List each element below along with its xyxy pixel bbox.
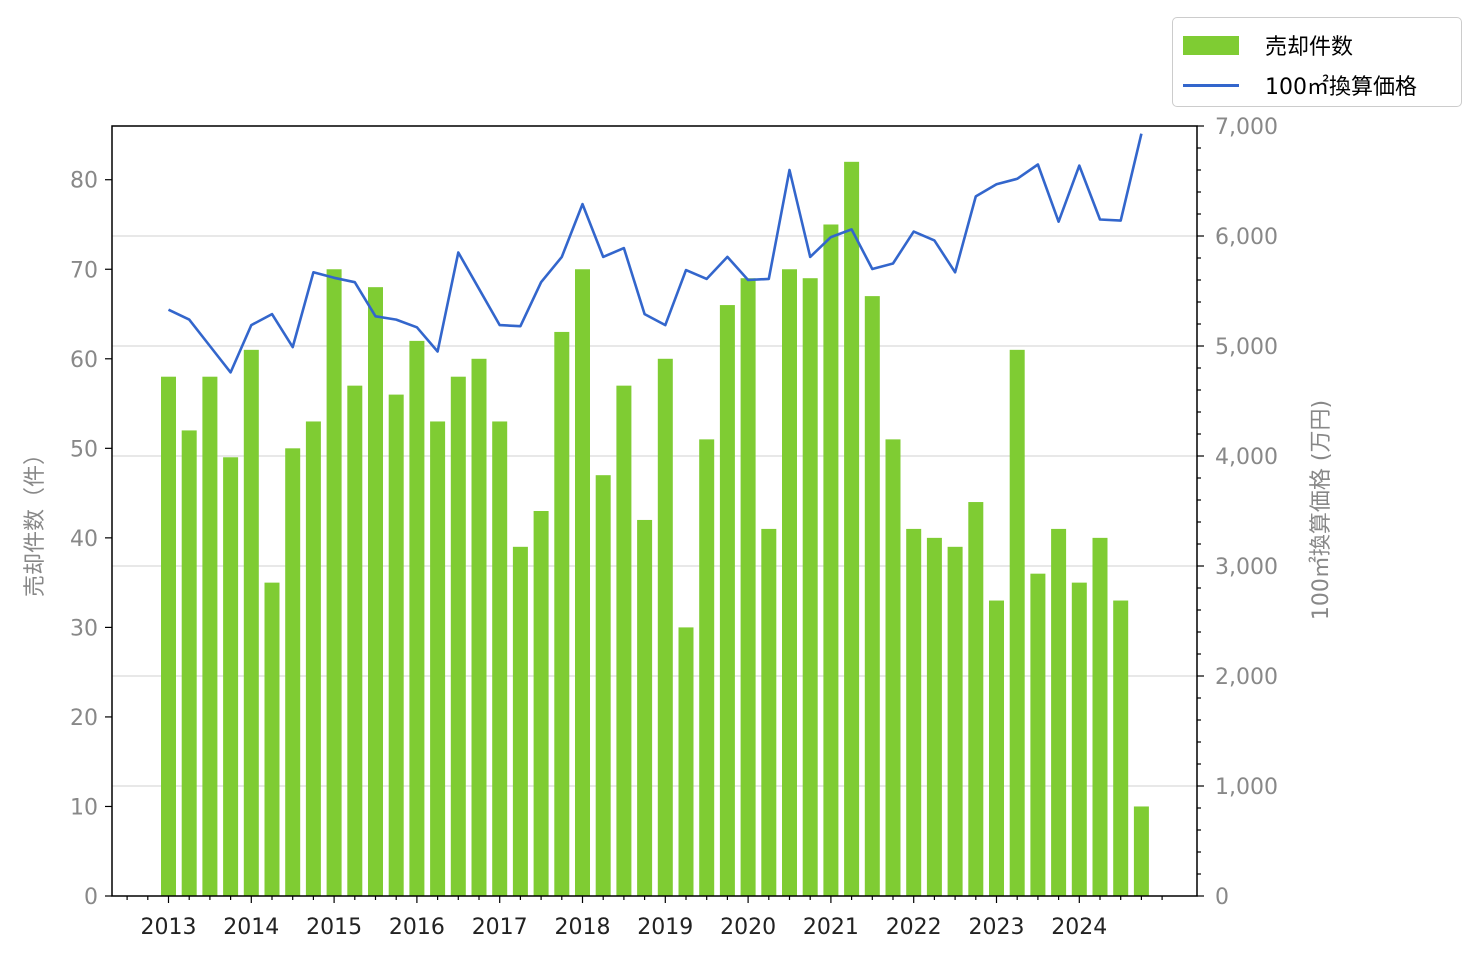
y-left-tick-label: 20 (70, 706, 98, 731)
bar (782, 269, 797, 896)
x-tick-label: 2014 (223, 915, 279, 940)
bar (223, 457, 239, 896)
line-series (167, 133, 1143, 374)
legend-item-line: 100㎡換算価格 (1183, 70, 1417, 100)
y-left-title: 売却件数（件） (23, 443, 48, 597)
bar (575, 269, 590, 896)
y-left-tick-label: 10 (70, 795, 98, 820)
y-right-tick-label: 2,000 (1215, 665, 1278, 690)
y-left-tick-label: 50 (70, 437, 98, 462)
bar (761, 528, 777, 896)
bar (1092, 537, 1108, 896)
bar (264, 582, 280, 896)
price-line (167, 133, 1143, 374)
bar (1113, 600, 1129, 896)
bar (1133, 806, 1149, 896)
bar (430, 421, 446, 896)
y-left-tick-label: 70 (70, 258, 98, 283)
bar (719, 305, 735, 896)
bar (512, 546, 528, 896)
bar (657, 358, 673, 896)
x-axis: 2013 2014 2015 2016 2017 2018 2019 2020 2021 2022… (126, 896, 1163, 940)
legend: 売却件数 100㎡換算価格 (1172, 17, 1462, 107)
bar (740, 278, 756, 896)
y-left-tick-label: 40 (70, 527, 98, 552)
bar (1071, 582, 1087, 896)
legend-swatch-line (1183, 83, 1239, 87)
bar (409, 340, 425, 896)
y-left-tick-label: 80 (70, 169, 98, 194)
bar (285, 448, 301, 896)
y-axis-left: 0 10 20 30 40 50 60 70 80 (70, 169, 112, 910)
x-tick-label: 2020 (720, 915, 776, 940)
bar (471, 358, 487, 896)
bar (802, 278, 818, 896)
x-tick-label: 2019 (637, 915, 693, 940)
bar-series (161, 161, 1149, 897)
bar (926, 537, 942, 896)
bar (450, 376, 466, 897)
x-tick-label: 2013 (141, 915, 197, 940)
y-axis-right: 0 1,000 2,000 3,000 4,000 5,000 6,000 7,000 (1197, 115, 1278, 910)
x-tick-label: 2022 (886, 915, 942, 940)
y-right-tick-label: 0 (1215, 885, 1229, 910)
bar (326, 269, 342, 896)
bar (823, 224, 839, 896)
bar (368, 287, 383, 896)
legend-label-line: 100㎡換算価格 (1265, 75, 1417, 100)
y-right-tick-label: 7,000 (1215, 115, 1278, 140)
bar (1030, 573, 1046, 896)
bar (844, 161, 860, 896)
bar (637, 519, 653, 896)
y-right-tick-label: 3,000 (1215, 555, 1278, 580)
x-tick-label: 2016 (389, 915, 445, 940)
bar (989, 600, 1004, 896)
bar (968, 502, 984, 896)
bar (678, 627, 694, 896)
x-tick-label: 2015 (306, 915, 362, 940)
bar (864, 296, 880, 896)
bar (699, 439, 715, 896)
bar (947, 546, 963, 896)
y-left-tick-label: 30 (70, 616, 98, 641)
bar (243, 349, 259, 896)
y-left-tick-label: 0 (84, 885, 98, 910)
bar (347, 385, 363, 896)
bar (595, 475, 611, 896)
y-right-tick-label: 5,000 (1215, 335, 1278, 360)
bar (1009, 349, 1025, 896)
bar (181, 430, 197, 896)
legend-swatch-bar (1183, 35, 1239, 55)
x-tick-label: 2021 (803, 915, 859, 940)
bar (161, 376, 176, 897)
bar (533, 511, 549, 896)
bar (906, 528, 922, 896)
y-right-title: 100㎡換算価格 (万円) (1308, 400, 1334, 620)
bar (1051, 528, 1067, 896)
x-tick-label: 2018 (555, 915, 611, 940)
x-tick-label: 2017 (472, 915, 528, 940)
y-left-tick-label: 60 (70, 348, 98, 373)
legend-label-bar: 売却件数 (1265, 35, 1354, 60)
x-tick-label: 2023 (969, 915, 1025, 940)
bar (202, 376, 218, 897)
bar (492, 421, 508, 896)
plot-frame (111, 125, 1198, 897)
bar (554, 331, 570, 896)
y-right-tick-label: 4,000 (1215, 445, 1278, 470)
bar (616, 385, 632, 896)
bar (388, 394, 404, 896)
legend-item-bar: 売却件数 (1183, 30, 1353, 60)
x-tick-label: 2024 (1051, 915, 1107, 940)
bar (885, 439, 901, 896)
y-right-tick-label: 6,000 (1215, 225, 1278, 250)
y-right-tick-label: 1,000 (1215, 775, 1278, 800)
bar (305, 421, 321, 896)
